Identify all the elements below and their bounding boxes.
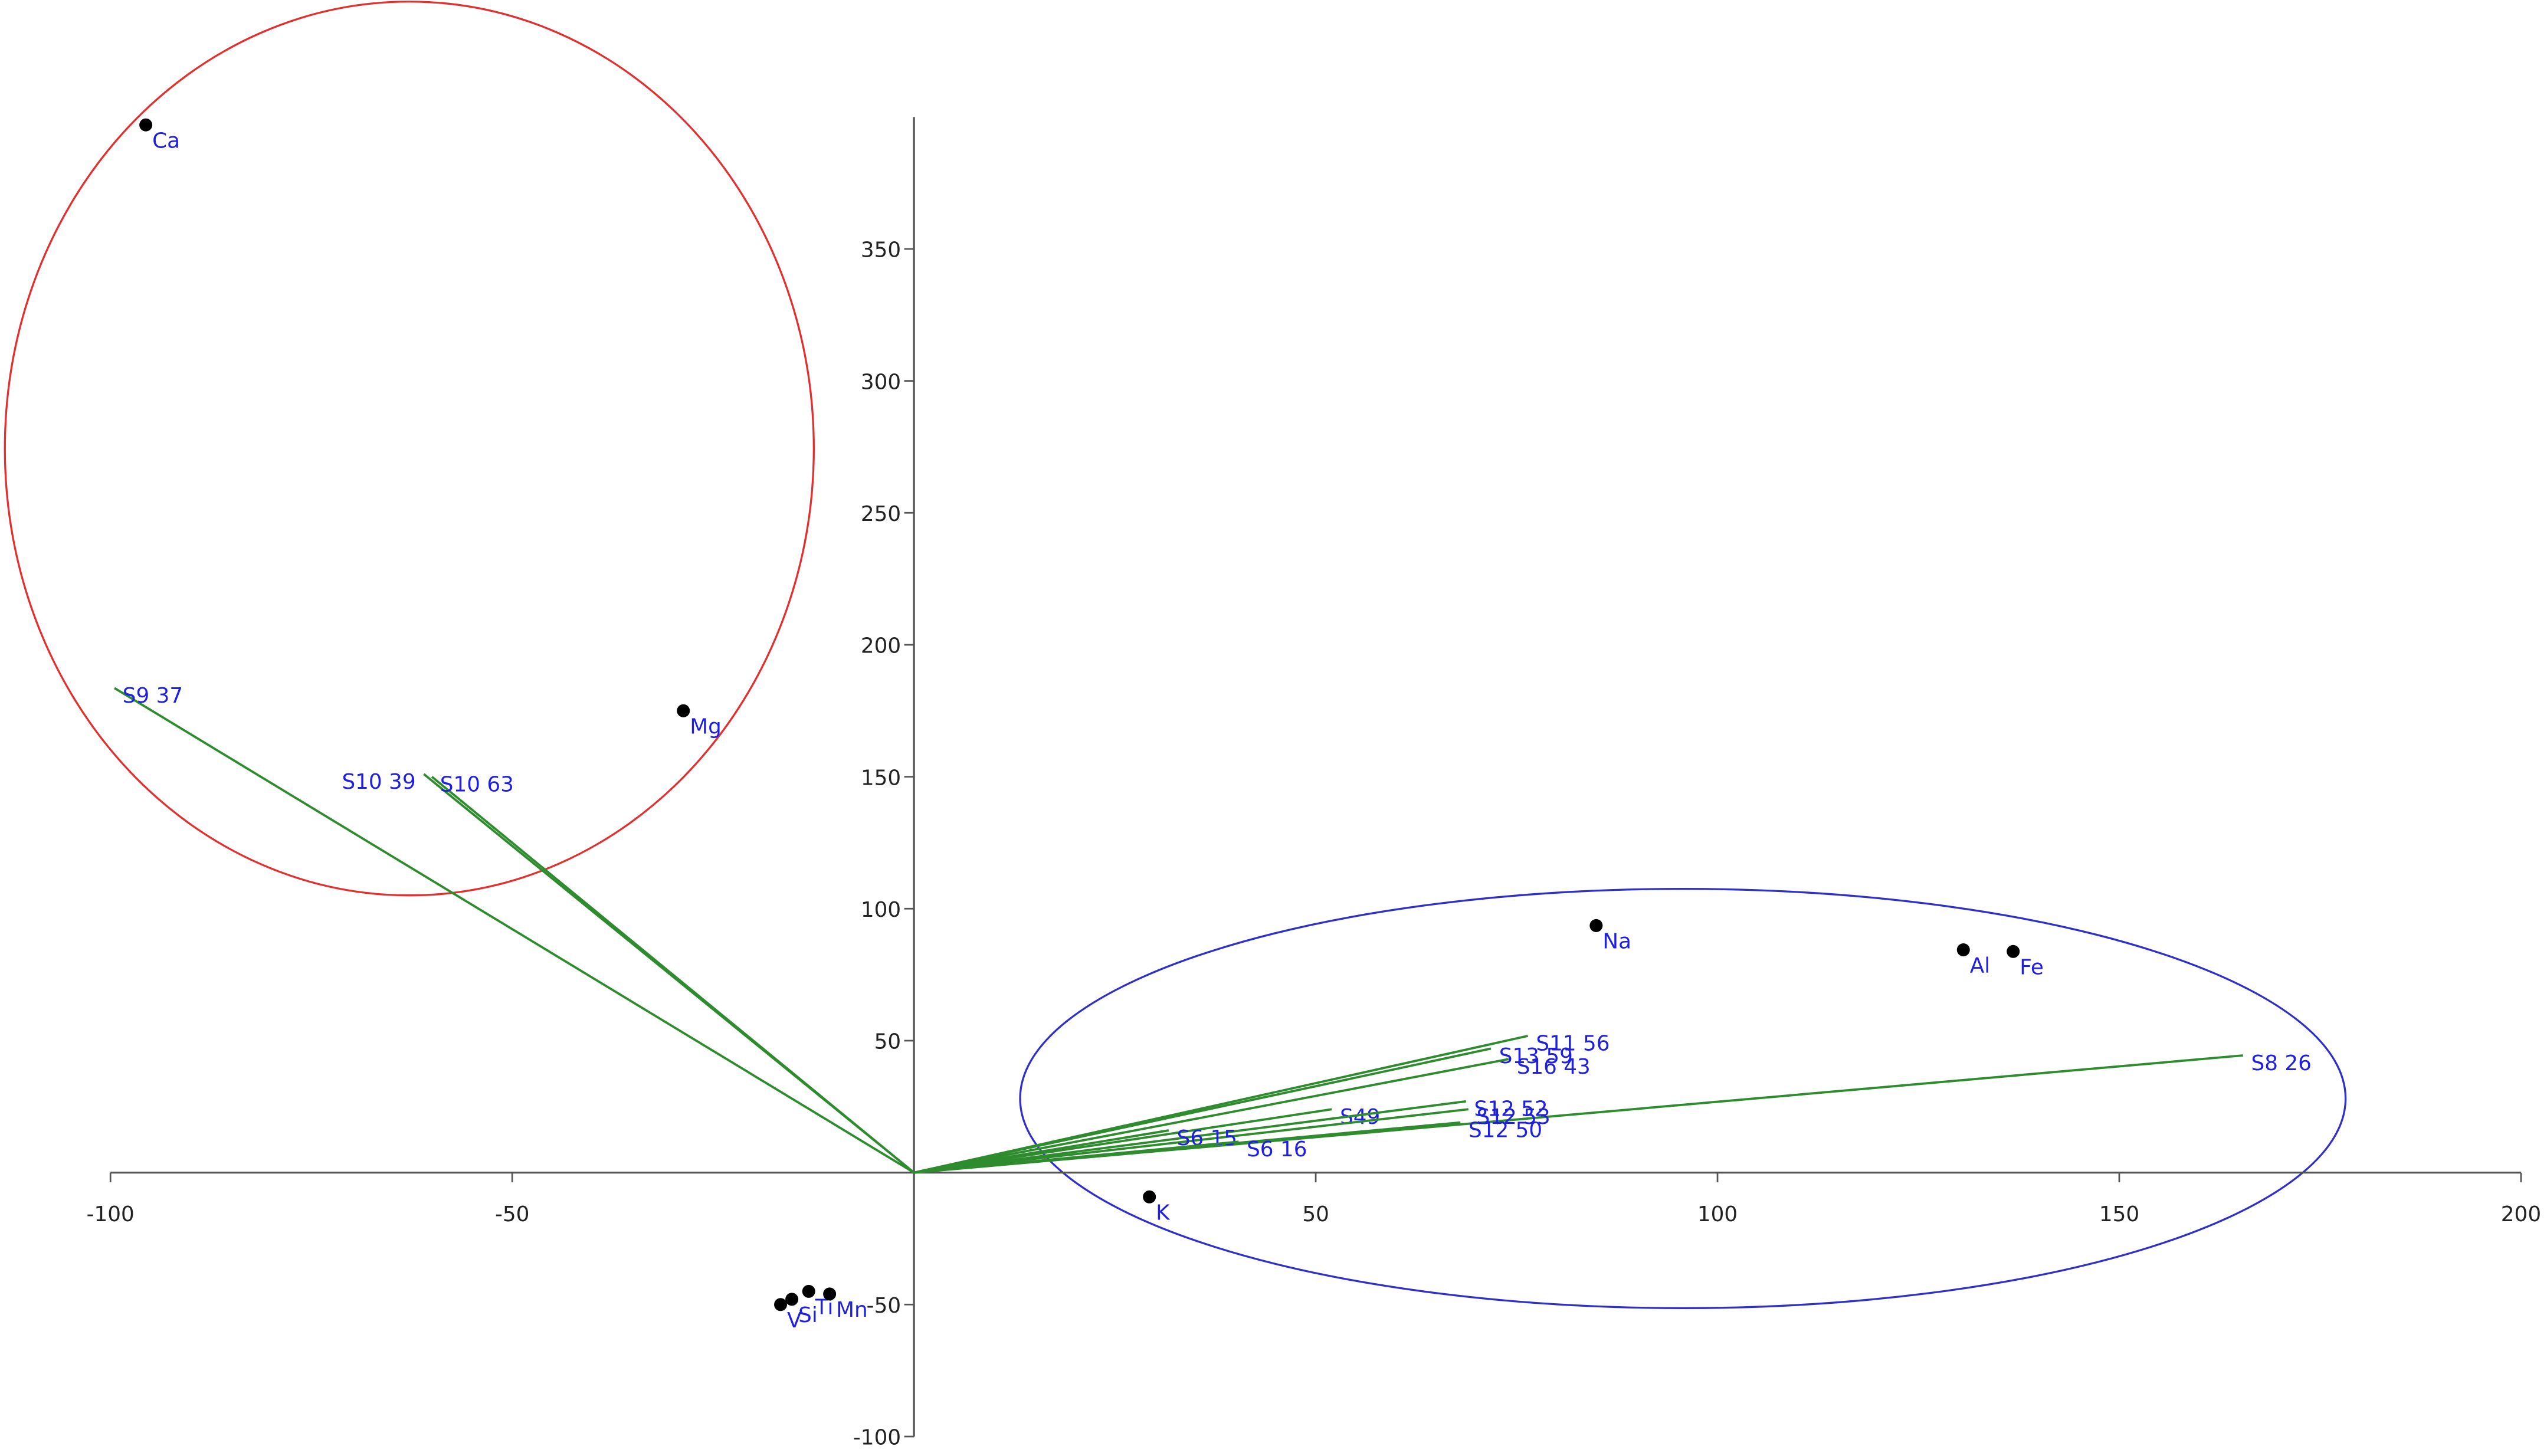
- variable-point: [1589, 919, 1603, 932]
- loading-vector: [431, 776, 915, 1174]
- loading-vector: [114, 687, 915, 1174]
- variable-point: [1143, 1190, 1156, 1204]
- cluster-ellipse: [4, 1, 815, 897]
- x-tick-label: -50: [495, 1202, 529, 1227]
- loading-vector: [913, 1047, 1492, 1174]
- vector-label: S6 16: [1247, 1137, 1307, 1162]
- variable-point: [139, 118, 153, 132]
- vector-label: S10 39: [342, 770, 415, 794]
- vector-label: S8 26: [2251, 1051, 2311, 1075]
- x-tick-label: 150: [2099, 1202, 2139, 1227]
- vector-label: S12 53: [1477, 1105, 1551, 1129]
- vector-label: S11 56: [1536, 1032, 1610, 1056]
- y-tick-label: 300: [861, 370, 901, 394]
- point-label: Al: [1970, 954, 1990, 978]
- vector-label: S9 37: [123, 684, 183, 708]
- point-label: Mn: [836, 1298, 868, 1322]
- point-label: K: [1156, 1201, 1171, 1225]
- point-label: Na: [1602, 929, 1631, 953]
- point-label: Ca: [152, 129, 180, 153]
- y-tick-label: -100: [853, 1426, 901, 1450]
- point-label: Fe: [2020, 955, 2044, 979]
- x-tick-label: 200: [2501, 1202, 2541, 1227]
- loading-vector: [913, 1129, 1169, 1174]
- variable-point: [2007, 945, 2020, 958]
- y-tick-label: 150: [861, 766, 901, 790]
- variable-point: [677, 704, 690, 717]
- x-tick-label: 50: [1302, 1202, 1329, 1227]
- point-label: V: [787, 1309, 802, 1333]
- y-tick-label: 350: [861, 238, 901, 263]
- y-tick-label: -50: [867, 1294, 901, 1318]
- variable-point: [823, 1287, 837, 1301]
- y-tick-label: 250: [861, 502, 901, 526]
- x-tick-label: -100: [87, 1202, 135, 1227]
- y-tick-label: 100: [861, 898, 901, 922]
- vector-label: S13 59: [1499, 1044, 1573, 1068]
- loading-vector: [913, 1140, 1239, 1174]
- x-tick-label: 100: [1697, 1202, 1738, 1227]
- variable-point: [1956, 943, 1970, 957]
- vector-label: S16 43: [1517, 1055, 1591, 1079]
- y-tick-label: 50: [874, 1030, 902, 1054]
- variable-point: [774, 1298, 788, 1311]
- cluster-ellipse: [1019, 888, 2347, 1309]
- variable-point: [785, 1293, 799, 1306]
- vector-label: S12 52: [1474, 1097, 1548, 1121]
- y-tick-label: 200: [861, 634, 901, 658]
- point-label: Mg: [690, 714, 722, 739]
- variable-point: [802, 1284, 815, 1298]
- loading-vector: [913, 1108, 1469, 1174]
- loading-vector: [913, 1058, 1509, 1174]
- vector-label: S12 50: [1468, 1118, 1542, 1142]
- loading-vector: [913, 1100, 1467, 1174]
- vector-label: S10 63: [440, 772, 514, 796]
- point-label: Si: [798, 1303, 818, 1327]
